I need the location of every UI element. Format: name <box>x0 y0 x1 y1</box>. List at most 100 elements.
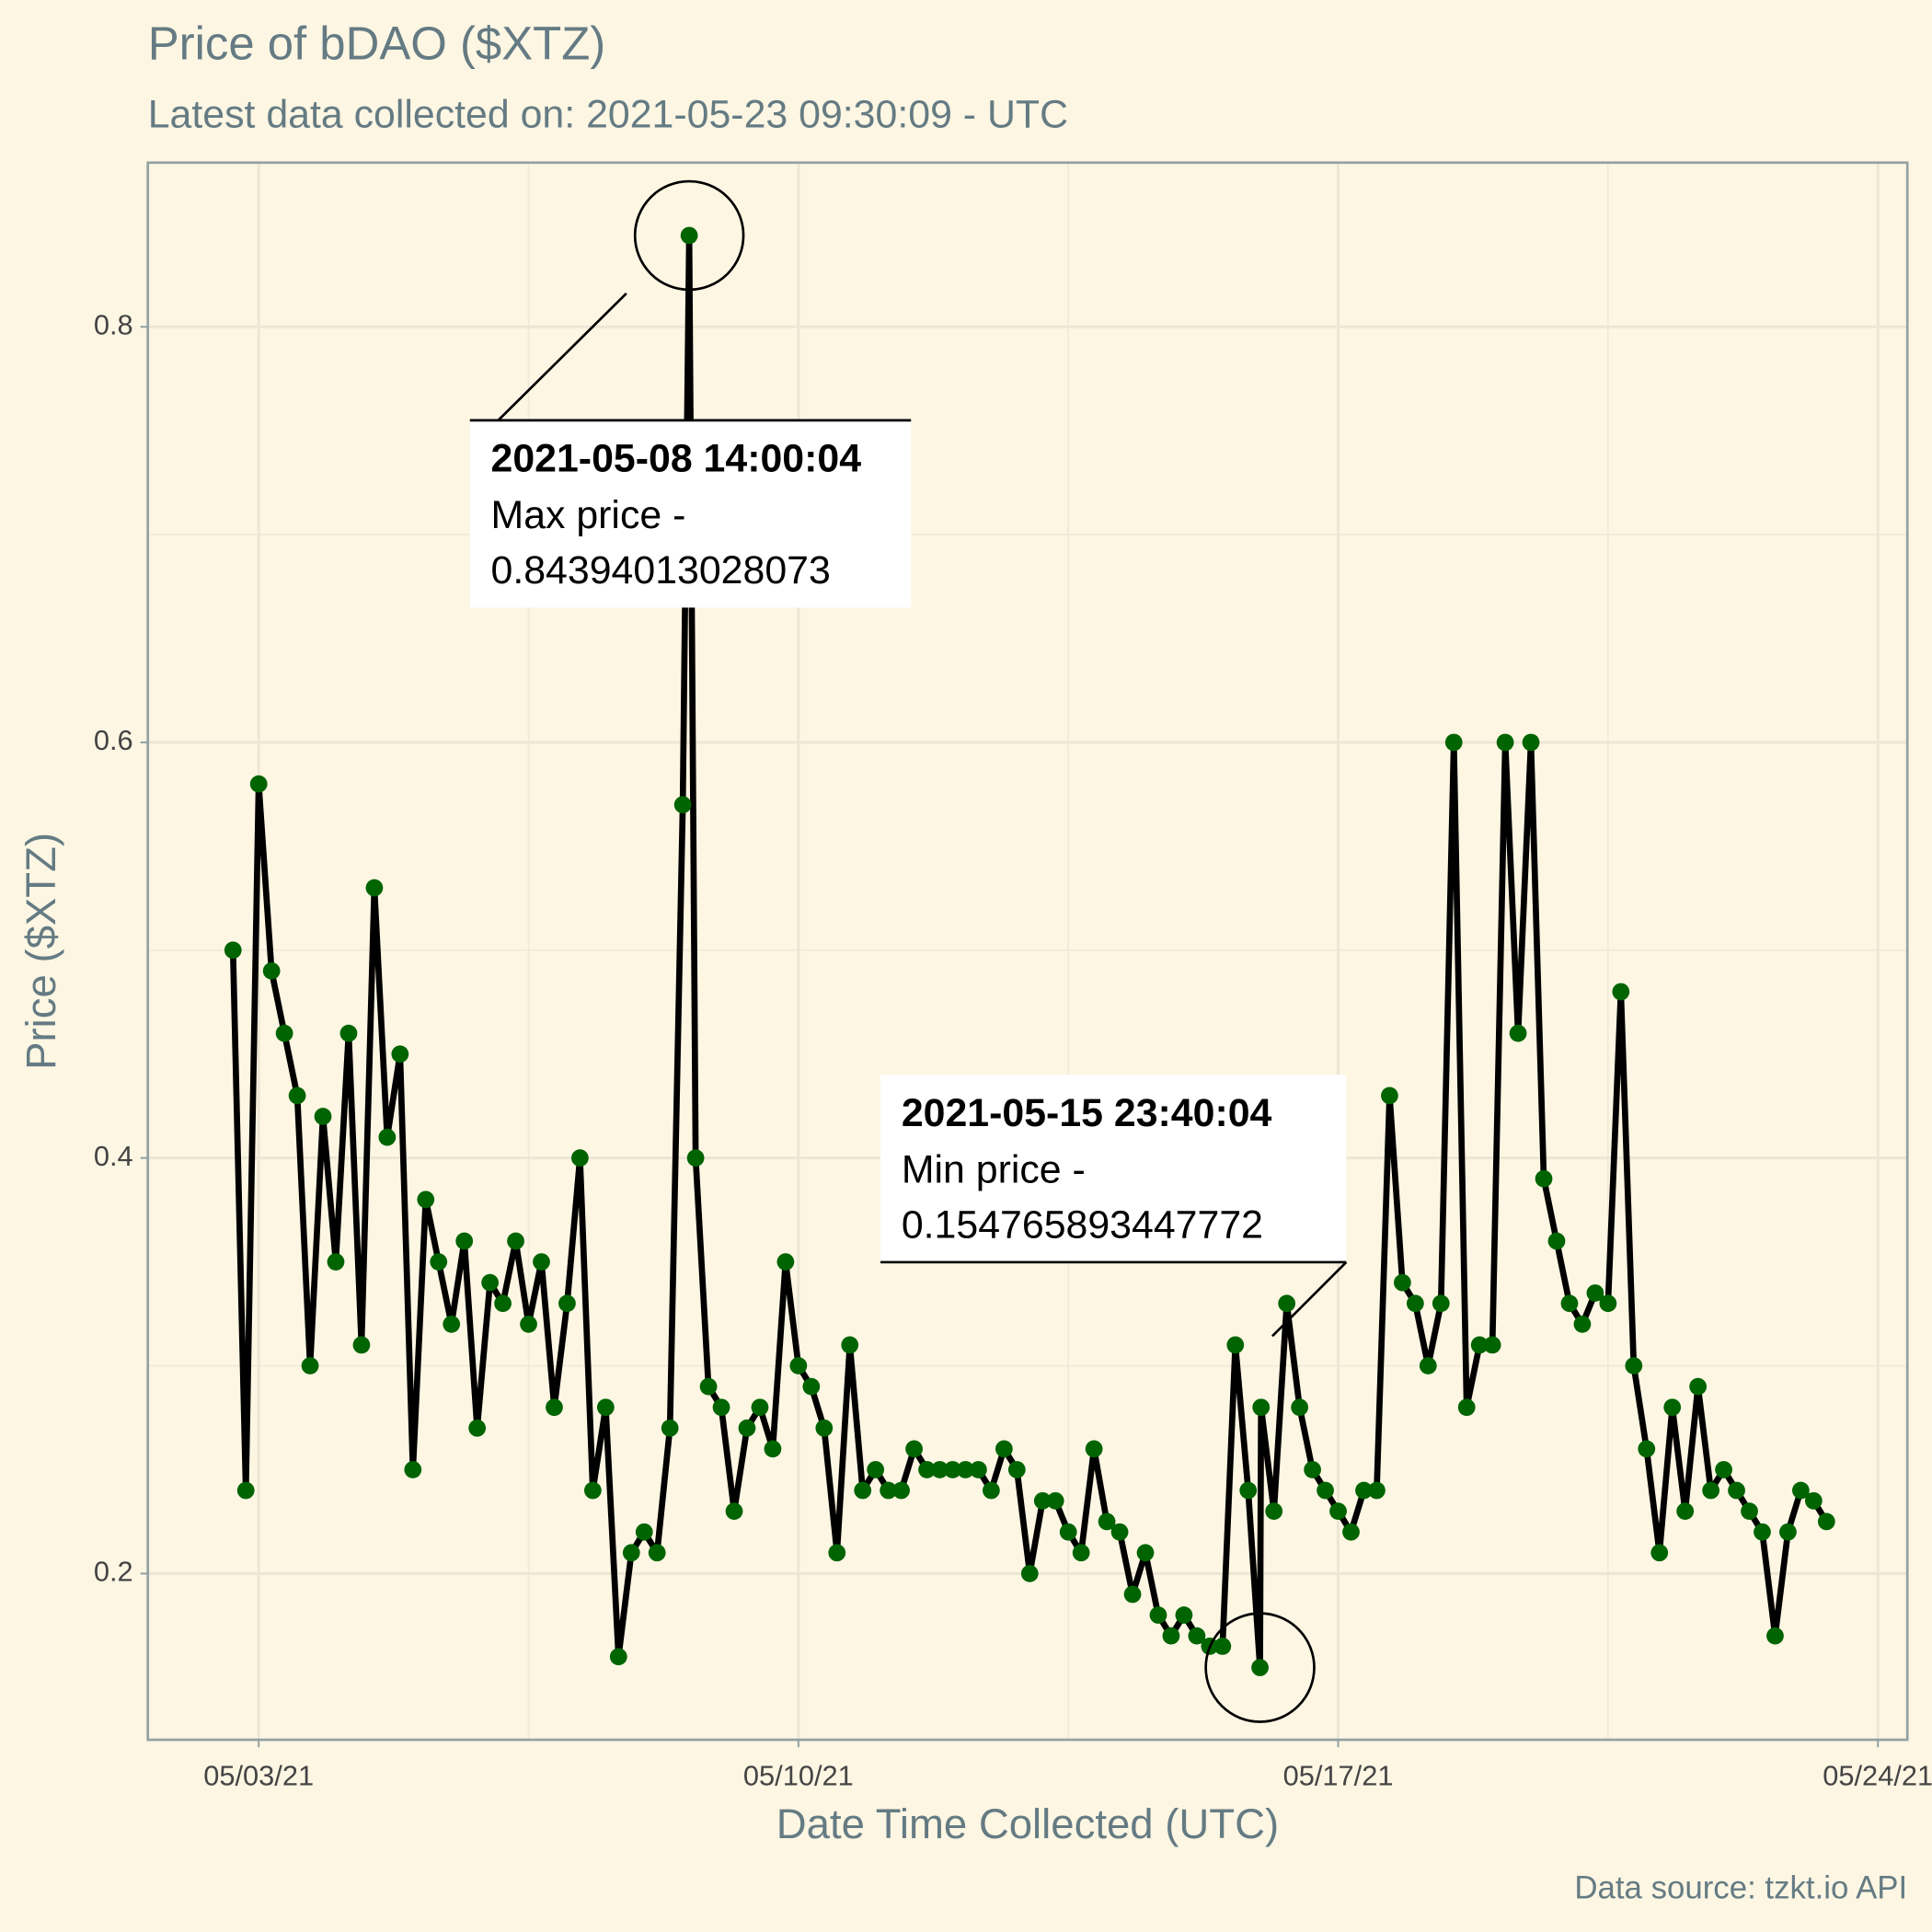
price-point <box>931 1461 949 1478</box>
price-point <box>1085 1440 1103 1458</box>
y-tick-label: 0.8 <box>94 308 133 340</box>
price-point <box>262 962 281 980</box>
price-point <box>1278 1294 1296 1313</box>
price-point <box>609 1648 627 1666</box>
x-axis-title: Date Time Collected (UTC) <box>776 1800 1279 1847</box>
price-point <box>352 1336 371 1354</box>
price-point <box>1728 1481 1745 1500</box>
price-point <box>430 1253 448 1271</box>
price-point <box>673 796 692 814</box>
price-point <box>918 1461 936 1478</box>
price-point <box>443 1315 461 1333</box>
price-point <box>1046 1491 1064 1510</box>
price-point <box>507 1232 524 1250</box>
price-point <box>558 1294 576 1313</box>
price-point <box>815 1419 834 1437</box>
price-point <box>1162 1627 1180 1645</box>
price-point <box>970 1461 987 1478</box>
price-point <box>957 1461 974 1478</box>
price-point <box>661 1419 679 1437</box>
price-point <box>880 1481 898 1500</box>
price-point <box>1741 1502 1758 1520</box>
price-point <box>1342 1523 1360 1541</box>
price-point <box>1650 1544 1669 1562</box>
price-point <box>725 1502 743 1520</box>
price-point <box>712 1398 730 1417</box>
annotation-date: 2021-05-15 23:40:04 <box>902 1091 1272 1135</box>
price-point <box>1136 1544 1155 1562</box>
price-point <box>1252 1398 1271 1417</box>
price-point <box>1239 1481 1258 1500</box>
y-tick-label: 0.2 <box>94 1556 133 1588</box>
price-point <box>1586 1284 1604 1302</box>
y-tick-label: 0.6 <box>94 724 133 756</box>
x-tick-label: 05/10/21 <box>743 1760 854 1792</box>
annotation-value: 0.154765893447772 <box>902 1203 1263 1248</box>
price-point <box>1368 1481 1386 1500</box>
price-point <box>417 1190 435 1209</box>
price-point <box>892 1481 910 1500</box>
plot-border <box>146 161 1909 1742</box>
price-point <box>1110 1523 1129 1541</box>
price-point <box>494 1294 512 1313</box>
chart-subtitle: Latest data collected on: 2021-05-23 09:… <box>148 93 1068 137</box>
price-point <box>1457 1398 1476 1417</box>
price-point <box>1715 1461 1732 1478</box>
price-point <box>314 1108 332 1125</box>
price-point <box>249 775 268 793</box>
chart-title: Price of bDAO ($XTZ) <box>148 17 606 69</box>
price-point <box>686 1149 705 1167</box>
annotation-value: 0.84394013028073 <box>491 548 831 592</box>
price-point <box>1213 1638 1232 1655</box>
price-point <box>1355 1481 1373 1500</box>
price-point <box>1535 1169 1553 1188</box>
price-point <box>481 1273 499 1292</box>
price-point <box>1625 1357 1643 1374</box>
x-tick-label: 05/17/21 <box>1283 1760 1394 1792</box>
price-point <box>776 1253 795 1271</box>
price-point <box>1007 1461 1026 1478</box>
price-point <box>1573 1315 1592 1333</box>
y-tick-label: 0.4 <box>94 1140 133 1172</box>
price-point <box>583 1481 602 1500</box>
price-point <box>699 1377 718 1396</box>
price-point <box>983 1481 1000 1500</box>
price-point <box>944 1461 961 1478</box>
price-point <box>1599 1294 1617 1313</box>
price-point <box>1317 1481 1334 1500</box>
price-point <box>365 879 384 897</box>
annotation-circle <box>1204 1612 1316 1723</box>
price-point <box>378 1128 397 1146</box>
price-point <box>468 1419 487 1437</box>
price-point <box>1265 1502 1283 1520</box>
price-point <box>571 1149 589 1167</box>
annotation-circle <box>633 179 745 292</box>
price-point <box>1226 1336 1245 1354</box>
price-point <box>288 1087 306 1105</box>
price-point <box>1817 1512 1835 1531</box>
price-point <box>596 1398 615 1417</box>
price-point <box>1689 1377 1708 1396</box>
annotation-box <box>880 1075 1347 1262</box>
annotation-leader <box>497 292 627 421</box>
price-point <box>1020 1565 1039 1582</box>
caption: Data source: tzkt.io API <box>1574 1870 1907 1906</box>
annotation-leader <box>1271 1260 1348 1338</box>
price-point <box>1406 1294 1424 1313</box>
price-point <box>1804 1491 1823 1510</box>
price-point <box>828 1544 846 1562</box>
price-point <box>1779 1523 1797 1541</box>
price-point <box>1792 1481 1810 1500</box>
annotation-date: 2021-05-08 14:00:04 <box>491 436 862 480</box>
price-point <box>1522 733 1540 752</box>
price-point <box>1470 1336 1489 1354</box>
price-point <box>1496 733 1514 752</box>
price-point <box>1291 1398 1309 1417</box>
price-point <box>1059 1523 1077 1541</box>
price-point <box>1329 1502 1347 1520</box>
price-point <box>1560 1294 1579 1313</box>
price-point <box>1188 1627 1206 1645</box>
price-point <box>301 1357 319 1374</box>
price-point <box>1638 1440 1656 1458</box>
price-point <box>1098 1512 1116 1531</box>
